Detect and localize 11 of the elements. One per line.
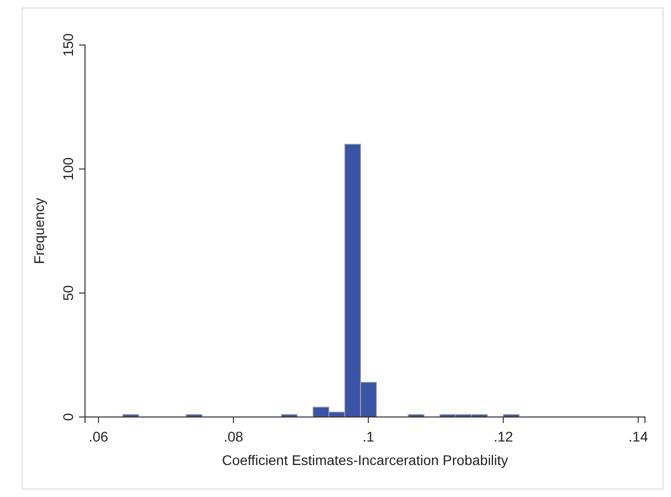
y-axis-title: Frequency (31, 198, 47, 264)
y-tick-label: 150 (60, 33, 76, 57)
x-tick-label: .14 (628, 428, 648, 444)
x-tick-label: .06 (88, 428, 108, 444)
x-tick-label: .1 (362, 428, 374, 444)
x-tick-label: .08 (224, 428, 244, 444)
x-tick-label: .12 (494, 428, 514, 444)
x-axis-title: Coefficient Estimates-Incarceration Probability (222, 452, 508, 468)
y-tick-label: 100 (60, 157, 76, 181)
y-tick-label: 0 (60, 412, 76, 421)
y-tick-label: 50 (60, 285, 76, 301)
